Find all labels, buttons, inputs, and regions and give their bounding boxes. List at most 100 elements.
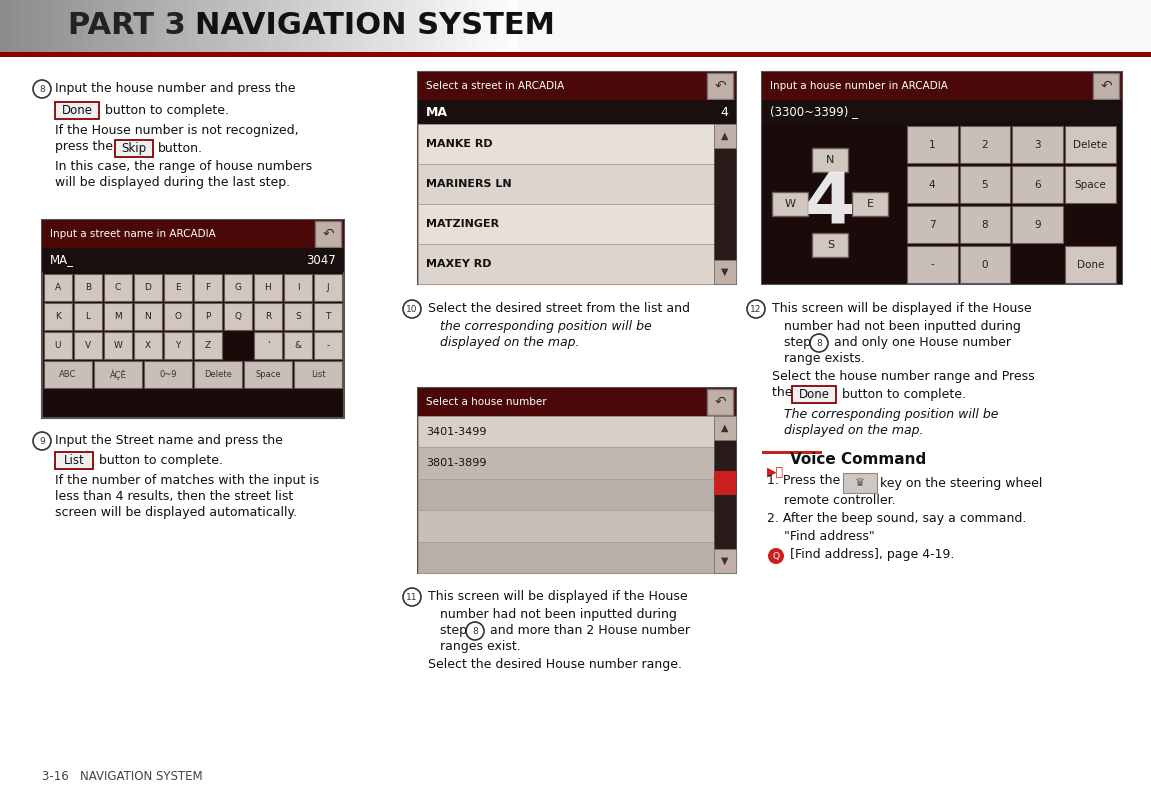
Text: step: step bbox=[784, 336, 820, 349]
Text: 11: 11 bbox=[406, 592, 418, 602]
Bar bbox=[163, 303, 192, 330]
Text: PART 3: PART 3 bbox=[68, 11, 185, 41]
Bar bbox=[207, 0, 218, 52]
Text: L: L bbox=[85, 312, 91, 321]
Bar bbox=[1065, 126, 1116, 163]
Text: N: N bbox=[145, 312, 152, 321]
Text: 7: 7 bbox=[929, 219, 936, 230]
Bar bbox=[314, 303, 342, 330]
Text: key on the steering wheel: key on the steering wheel bbox=[881, 476, 1043, 489]
Bar bbox=[907, 166, 958, 203]
Text: 6: 6 bbox=[1035, 180, 1042, 189]
Bar bbox=[10, 0, 21, 52]
Bar bbox=[772, 192, 808, 216]
Text: 1: 1 bbox=[929, 140, 936, 149]
Text: J: J bbox=[327, 283, 329, 292]
Text: ▶⧖: ▶⧖ bbox=[767, 466, 784, 479]
Bar bbox=[0, 52, 1151, 57]
Bar bbox=[44, 332, 73, 359]
Text: number had not been inputted during: number had not been inputted during bbox=[784, 320, 1021, 333]
Bar bbox=[394, 0, 404, 52]
Text: List: List bbox=[311, 370, 326, 379]
Bar bbox=[294, 361, 342, 388]
Text: 3801-3899: 3801-3899 bbox=[426, 458, 487, 468]
Text: K: K bbox=[55, 312, 61, 321]
Text: 5: 5 bbox=[982, 180, 989, 189]
Bar bbox=[762, 72, 1122, 100]
Text: E: E bbox=[867, 199, 874, 209]
Bar bbox=[195, 361, 242, 388]
Text: ↶: ↶ bbox=[714, 79, 726, 93]
Bar bbox=[74, 303, 102, 330]
Bar bbox=[31, 0, 41, 52]
Circle shape bbox=[768, 548, 784, 564]
Text: N: N bbox=[826, 155, 834, 165]
Bar bbox=[418, 164, 714, 204]
Bar bbox=[83, 0, 93, 52]
Text: press the: press the bbox=[55, 140, 117, 153]
Bar bbox=[497, 0, 508, 52]
Bar bbox=[155, 0, 166, 52]
Bar bbox=[418, 542, 714, 573]
Text: "Find address": "Find address" bbox=[784, 530, 875, 543]
Bar bbox=[418, 388, 735, 416]
Bar bbox=[907, 206, 958, 243]
Text: MARINERS LN: MARINERS LN bbox=[426, 179, 512, 189]
Bar bbox=[418, 72, 735, 284]
Bar bbox=[44, 361, 92, 388]
Bar bbox=[418, 416, 714, 448]
Text: Space: Space bbox=[1075, 180, 1106, 189]
Text: G: G bbox=[235, 283, 242, 292]
Bar bbox=[195, 303, 222, 330]
Bar bbox=[254, 303, 282, 330]
Text: 10: 10 bbox=[406, 305, 418, 314]
Bar bbox=[186, 0, 197, 52]
Bar bbox=[145, 0, 155, 52]
Text: 8: 8 bbox=[472, 626, 478, 635]
Bar bbox=[466, 0, 477, 52]
Text: 8: 8 bbox=[39, 85, 45, 93]
Text: ↶: ↶ bbox=[322, 227, 334, 241]
Text: List: List bbox=[63, 454, 84, 467]
Bar bbox=[135, 0, 145, 52]
Bar bbox=[163, 274, 192, 301]
Bar bbox=[373, 0, 383, 52]
Bar bbox=[714, 124, 735, 284]
Bar bbox=[134, 332, 162, 359]
Bar bbox=[73, 0, 83, 52]
Text: This screen will be displayed if the House: This screen will be displayed if the Hou… bbox=[428, 590, 687, 603]
Text: Input a street name in ARCADIA: Input a street name in ARCADIA bbox=[49, 229, 215, 239]
Bar bbox=[74, 332, 102, 359]
Bar bbox=[714, 260, 735, 284]
Bar bbox=[41, 220, 344, 248]
Text: Done: Done bbox=[1077, 259, 1104, 270]
Bar bbox=[41, 248, 344, 272]
Text: ABC: ABC bbox=[60, 370, 77, 379]
Bar bbox=[813, 148, 848, 172]
Text: Space: Space bbox=[256, 370, 281, 379]
Bar bbox=[166, 0, 176, 52]
Text: -: - bbox=[930, 259, 935, 270]
Bar bbox=[218, 0, 228, 52]
Bar bbox=[383, 0, 394, 52]
Text: step: step bbox=[440, 624, 475, 637]
Text: MANKE RD: MANKE RD bbox=[426, 139, 493, 149]
Bar bbox=[418, 448, 714, 479]
Text: remote controller.: remote controller. bbox=[784, 494, 895, 507]
Text: button to complete.: button to complete. bbox=[105, 104, 229, 117]
Bar bbox=[714, 416, 735, 440]
Text: range exists.: range exists. bbox=[784, 352, 864, 365]
Text: 0: 0 bbox=[982, 259, 989, 270]
Bar bbox=[244, 361, 292, 388]
Text: 2: 2 bbox=[982, 140, 989, 149]
Bar bbox=[269, 0, 280, 52]
Bar bbox=[21, 0, 31, 52]
Text: ranges exist.: ranges exist. bbox=[440, 640, 520, 653]
Bar bbox=[414, 0, 425, 52]
Text: ↶: ↶ bbox=[1100, 79, 1112, 93]
Text: Done: Done bbox=[799, 388, 830, 401]
Text: T: T bbox=[326, 312, 330, 321]
Text: NAVIGATION SYSTEM: NAVIGATION SYSTEM bbox=[195, 11, 555, 41]
Text: R: R bbox=[265, 312, 272, 321]
Text: -: - bbox=[327, 341, 329, 350]
